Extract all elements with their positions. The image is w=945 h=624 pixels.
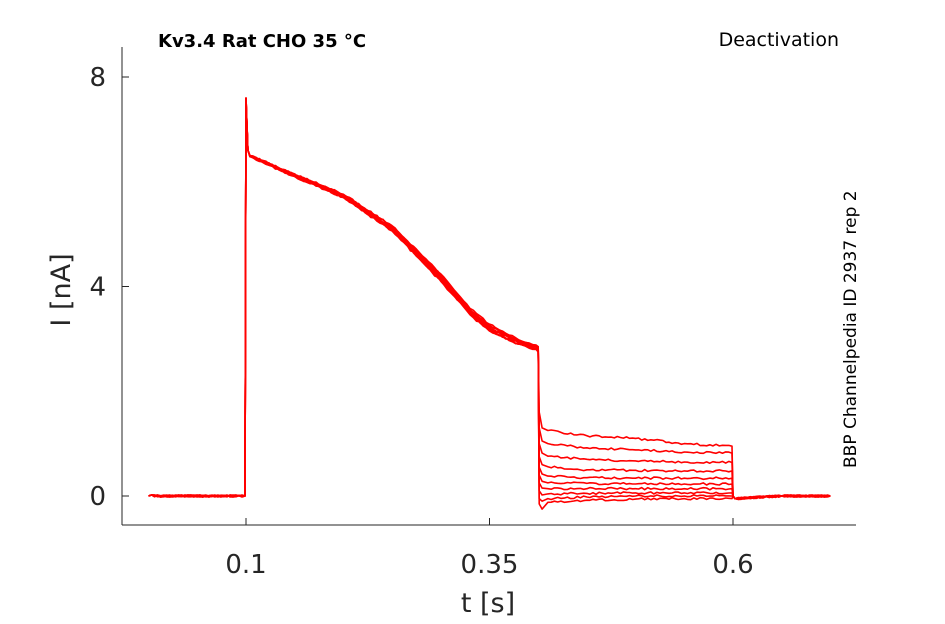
current-trace — [148, 102, 831, 500]
y-axis-title: I [nA] — [46, 253, 77, 326]
x-tick-label: 0.1 — [225, 550, 266, 580]
current-trace — [148, 99, 831, 500]
protocol-label: Deactivation — [719, 29, 839, 51]
y-tick-label: 8 — [89, 63, 106, 93]
ticks-group: 0.1 0.35 0.6 0 4 8 — [89, 63, 753, 580]
traces-group — [148, 97, 831, 510]
y-tick-label: 4 — [89, 273, 106, 303]
y-tick-label: 0 — [89, 482, 106, 512]
current-trace — [148, 97, 831, 502]
source-id-label: BBP Channelpedia ID 2937 rep 2 — [841, 190, 861, 468]
x-axis-title: t [s] — [461, 588, 515, 619]
current-trace — [148, 102, 831, 500]
current-trace — [148, 99, 831, 510]
chart-title: Kv3.4 Rat CHO 35 °C — [158, 31, 366, 52]
x-tick-label: 0.6 — [712, 550, 753, 580]
x-tick-label: 0.35 — [461, 550, 519, 580]
current-trace — [148, 97, 831, 500]
current-trace — [148, 97, 831, 501]
current-trace — [148, 97, 831, 500]
current-trace — [148, 99, 831, 501]
current-trace — [148, 97, 831, 500]
